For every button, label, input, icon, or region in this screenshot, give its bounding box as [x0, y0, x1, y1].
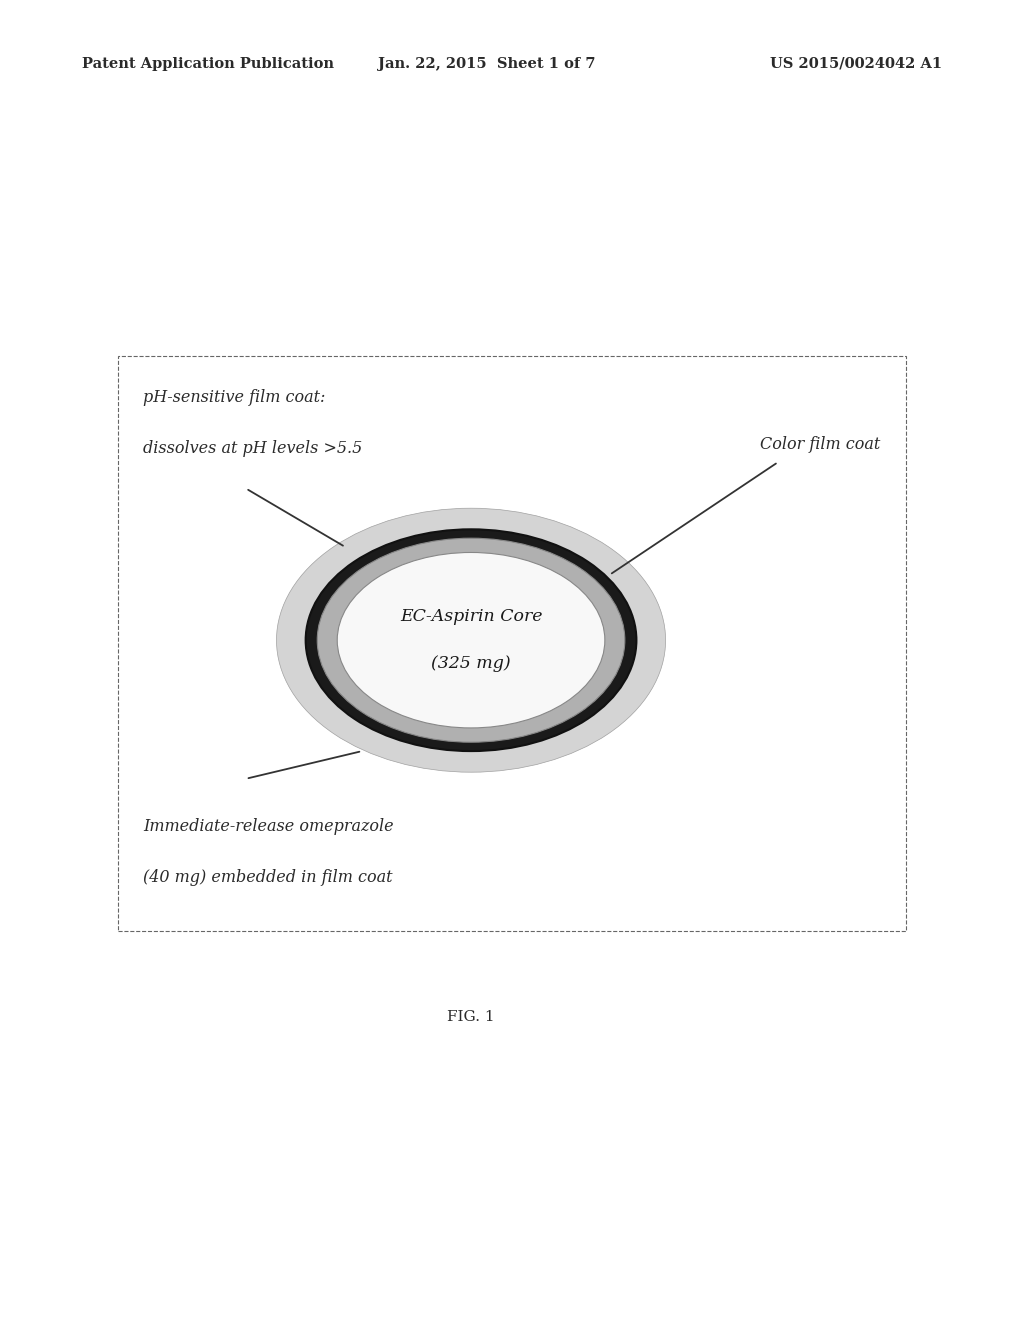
Text: Patent Application Publication: Patent Application Publication	[82, 57, 334, 71]
Text: (40 mg) embedded in film coat: (40 mg) embedded in film coat	[143, 869, 393, 886]
Text: Jan. 22, 2015  Sheet 1 of 7: Jan. 22, 2015 Sheet 1 of 7	[378, 57, 595, 71]
Text: (325 mg): (325 mg)	[431, 656, 511, 672]
Text: EC-Aspirin Core: EC-Aspirin Core	[399, 609, 543, 624]
Bar	[118, 356, 906, 931]
Ellipse shape	[276, 508, 666, 772]
Ellipse shape	[305, 529, 637, 751]
Text: pH-sensitive film coat:: pH-sensitive film coat:	[143, 389, 326, 407]
Text: dissolves at pH levels >5.5: dissolves at pH levels >5.5	[143, 440, 362, 457]
Ellipse shape	[317, 539, 625, 742]
Text: Immediate-release omeprazole: Immediate-release omeprazole	[143, 818, 394, 836]
Text: FIG. 1: FIG. 1	[447, 1010, 495, 1024]
Text: Color film coat: Color film coat	[761, 436, 881, 453]
Text: US 2015/0024042 A1: US 2015/0024042 A1	[770, 57, 942, 71]
Ellipse shape	[337, 553, 605, 727]
